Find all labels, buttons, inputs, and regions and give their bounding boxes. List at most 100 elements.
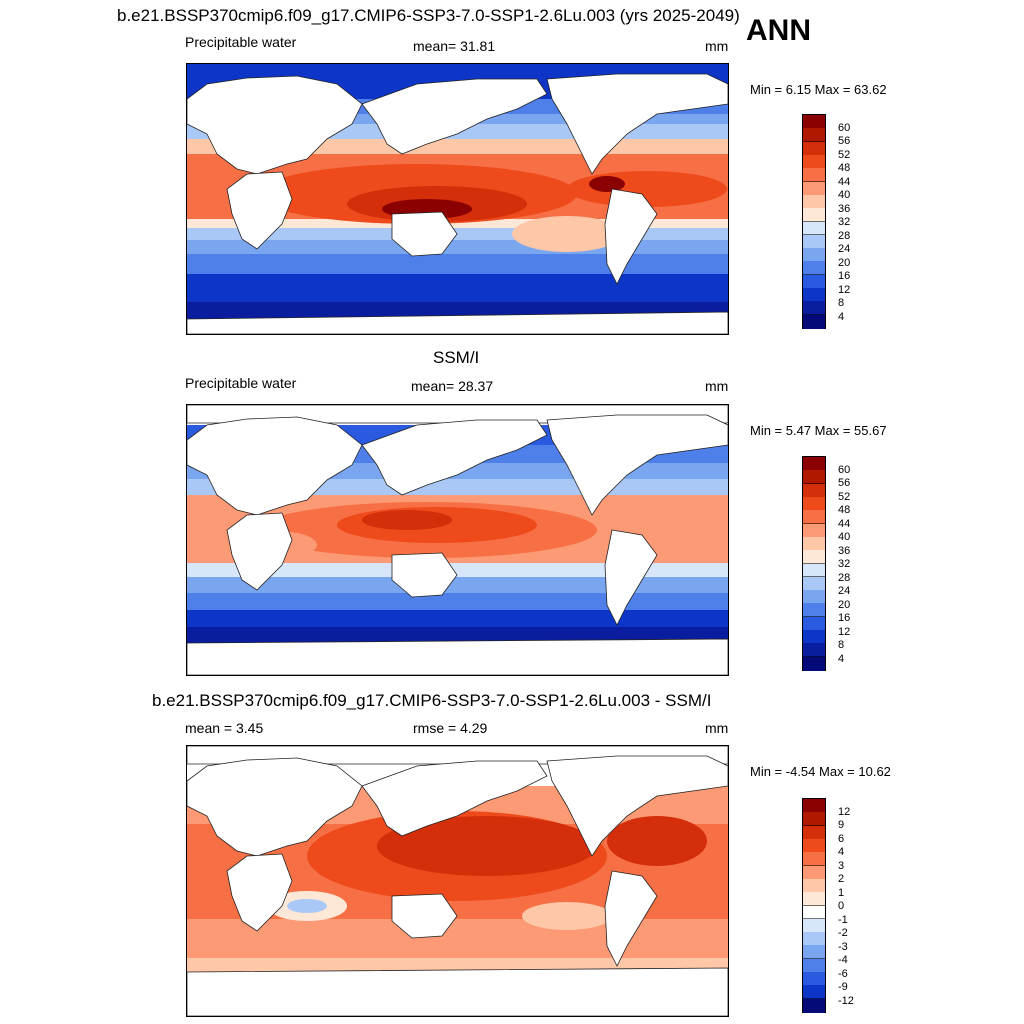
- panel2-cb-tick: 60: [838, 464, 851, 476]
- panel2-units-label: mm: [705, 378, 729, 394]
- p1-land-asia-east: [361, 78, 548, 155]
- panel1-cb-tick: 16: [838, 270, 851, 282]
- p1-land-eurasia: [187, 75, 363, 175]
- colorbar-swatch: [803, 221, 825, 236]
- main-title: b.e21.BSSP370cmip6.f09_g17.CMIP6-SSP3-7.…: [117, 6, 740, 25]
- colorbar-swatch: [803, 470, 825, 485]
- colorbar-swatch: [803, 510, 825, 525]
- panel1-cb-tick: 60: [838, 122, 851, 134]
- panel3-cb-tick: -3: [838, 941, 848, 953]
- panel3-cb-tick: 6: [838, 833, 845, 845]
- colorbar-swatch: [803, 958, 825, 973]
- panel2-cb-tick: 8: [838, 639, 845, 651]
- colorbar-swatch: [803, 248, 825, 263]
- p3-land-africa: [226, 853, 293, 932]
- panel3-cb-tick: -4: [838, 954, 848, 966]
- colorbar-swatch: [803, 972, 825, 986]
- colorbar-swatch: [803, 892, 825, 907]
- panel1-cb-tick: 52: [838, 149, 851, 161]
- colorbar-swatch: [803, 536, 825, 551]
- p3-land-australia: [391, 893, 458, 939]
- panel2-cb-tick: 36: [838, 545, 851, 557]
- colorbar-swatch: [803, 234, 825, 249]
- panel1-minmax: Min = 6.15 Max = 63.62: [750, 82, 887, 97]
- p1-land-antarctica: [187, 311, 728, 334]
- colorbar-swatch: [803, 825, 825, 840]
- colorbar-swatch: [803, 274, 825, 289]
- panel1-cb-tick: 20: [838, 257, 851, 269]
- colorbar-swatch: [803, 656, 825, 671]
- colorbar-swatch: [803, 550, 825, 565]
- colorbar-swatch: [803, 932, 825, 947]
- colorbar-swatch: [803, 852, 825, 867]
- colorbar-swatch: [803, 603, 825, 618]
- colorbar-swatch: [803, 865, 825, 880]
- panel1-cb-tick: 56: [838, 135, 851, 147]
- colorbar-swatch: [803, 115, 825, 129]
- panel2-cb-tick: 40: [838, 531, 851, 543]
- colorbar-swatch: [803, 630, 825, 644]
- colorbar-swatch: [803, 643, 825, 658]
- colorbar-swatch: [803, 496, 825, 511]
- colorbar-swatch: [803, 181, 825, 196]
- panel2-map-svg: [187, 405, 728, 675]
- panel1-cb-tick: 8: [838, 297, 845, 309]
- panel3-cb-tick: 3: [838, 860, 845, 872]
- panel3-cb-tick: 12: [838, 806, 851, 818]
- panel3-cb-tick: 4: [838, 846, 845, 858]
- p2-land-north-america: [546, 414, 728, 516]
- colorbar-swatch: [803, 576, 825, 591]
- panel3-cb-tick: 2: [838, 873, 845, 885]
- colorbar-swatch: [803, 812, 825, 827]
- p2-land-africa: [226, 512, 293, 591]
- colorbar-swatch: [803, 288, 825, 302]
- colorbar-swatch: [803, 314, 825, 329]
- panel2-cb-tick: 16: [838, 612, 851, 624]
- panel3-cb-tick: 0: [838, 900, 845, 912]
- panel1-cb-tick: 48: [838, 162, 851, 174]
- panel2-cb-tick: 48: [838, 504, 851, 516]
- colorbar-swatch: [803, 208, 825, 223]
- panel2-variable-label: Precipitable water: [185, 375, 297, 391]
- panel3-cb-tick: -2: [838, 927, 848, 939]
- colorbar-swatch: [803, 523, 825, 538]
- p3-land-antarctica: [187, 967, 728, 1016]
- colorbar-swatch: [803, 838, 825, 853]
- panel2-cb-tick: 20: [838, 599, 851, 611]
- p2-land-asia-east: [361, 419, 548, 496]
- panel3-mean-label: mean = 3.45: [185, 720, 264, 736]
- panel3-cb-tick: 1: [838, 887, 845, 899]
- colorbar-swatch: [803, 918, 825, 933]
- colorbar-swatch: [803, 985, 825, 1000]
- colorbar-swatch: [803, 194, 825, 209]
- colorbar-swatch: [803, 945, 825, 960]
- panel2-cb-tick: 28: [838, 572, 851, 584]
- p1-land-north-america: [546, 73, 728, 175]
- panel2-cb-tick: 24: [838, 585, 851, 597]
- panel1-variable-label: Precipitable water: [185, 34, 297, 50]
- panel1-mean-label: mean= 31.81: [413, 38, 496, 54]
- p2-land-australia: [391, 552, 458, 598]
- p3-land-asia-east: [361, 760, 548, 837]
- panel2-cb-tick: 12: [838, 626, 851, 638]
- panel3-cb-tick: -9: [838, 981, 848, 993]
- panel1-cb-tick: 4: [838, 311, 845, 323]
- panel3-units-label: mm: [705, 720, 729, 736]
- panel3-title: b.e21.BSSP370cmip6.f09_g17.CMIP6-SSP3-7.…: [152, 691, 712, 710]
- season-label: ANN: [746, 14, 811, 47]
- colorbar-swatch: [803, 905, 825, 920]
- colorbar-swatch: [803, 563, 825, 578]
- panel1-cb-tick: 28: [838, 230, 851, 242]
- p2-land-south-america: [604, 529, 658, 626]
- panel2-title: SSM/I: [433, 348, 480, 367]
- p3-land-eurasia: [187, 757, 363, 857]
- panel2-mean-label: mean= 28.37: [411, 378, 494, 394]
- panel1-cb-tick: 44: [838, 176, 851, 188]
- panel3-rmse-label: rmse = 4.29: [413, 720, 488, 736]
- panel2-cb-tick: 56: [838, 477, 851, 489]
- panel2-cb-tick: 44: [838, 518, 851, 530]
- p1-land-africa: [226, 171, 293, 250]
- panel2-minmax: Min = 5.47 Max = 55.67: [750, 423, 887, 438]
- panel1-map-svg: [187, 64, 728, 334]
- panel1-cb-tick: 32: [838, 216, 851, 228]
